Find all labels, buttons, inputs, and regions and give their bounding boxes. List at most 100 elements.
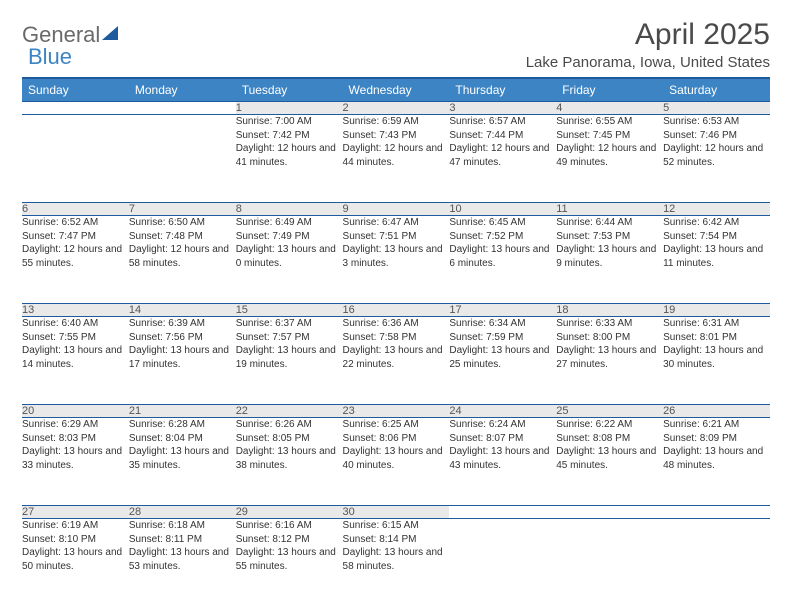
- day-cell: Sunrise: 6:37 AMSunset: 7:57 PMDaylight:…: [236, 317, 343, 405]
- day-number: 15: [236, 304, 343, 317]
- day-number: 8: [236, 203, 343, 216]
- day-cell: Sunrise: 6:25 AMSunset: 8:06 PMDaylight:…: [343, 418, 450, 506]
- day-cell: Sunrise: 6:34 AMSunset: 7:59 PMDaylight:…: [449, 317, 556, 405]
- sunset-text: Sunset: 8:05 PM: [236, 432, 343, 446]
- daylight-text: Daylight: 13 hours and 45 minutes.: [556, 445, 663, 472]
- day-cell: Sunrise: 6:29 AMSunset: 8:03 PMDaylight:…: [22, 418, 129, 506]
- daylight-text: Daylight: 13 hours and 33 minutes.: [22, 445, 129, 472]
- day-cell: Sunrise: 6:47 AMSunset: 7:51 PMDaylight:…: [343, 216, 450, 304]
- details-row: Sunrise: 7:00 AMSunset: 7:42 PMDaylight:…: [22, 115, 770, 203]
- day-cell: Sunrise: 6:42 AMSunset: 7:54 PMDaylight:…: [663, 216, 770, 304]
- day-header-row: Sunday Monday Tuesday Wednesday Thursday…: [22, 78, 770, 102]
- day-cell: Sunrise: 6:22 AMSunset: 8:08 PMDaylight:…: [556, 418, 663, 506]
- daylight-text: Daylight: 13 hours and 25 minutes.: [449, 344, 556, 371]
- daylight-text: Daylight: 12 hours and 49 minutes.: [556, 142, 663, 169]
- day-number: 26: [663, 405, 770, 418]
- day-number: 14: [129, 304, 236, 317]
- daylight-text: Daylight: 13 hours and 40 minutes.: [343, 445, 450, 472]
- sunset-text: Sunset: 7:58 PM: [343, 331, 450, 345]
- day-number: 21: [129, 405, 236, 418]
- day-header: Monday: [129, 78, 236, 102]
- sunset-text: Sunset: 8:06 PM: [343, 432, 450, 446]
- day-cell: Sunrise: 6:15 AMSunset: 8:14 PMDaylight:…: [343, 519, 450, 607]
- empty-cell: [556, 519, 663, 607]
- sunrise-text: Sunrise: 6:49 AM: [236, 216, 343, 230]
- daylight-text: Daylight: 13 hours and 11 minutes.: [663, 243, 770, 270]
- day-cell: Sunrise: 6:18 AMSunset: 8:11 PMDaylight:…: [129, 519, 236, 607]
- empty-cell: [129, 115, 236, 203]
- sunset-text: Sunset: 8:03 PM: [22, 432, 129, 446]
- day-number: 13: [22, 304, 129, 317]
- empty-cell: [449, 519, 556, 607]
- day-number: 5: [663, 102, 770, 115]
- day-number: 20: [22, 405, 129, 418]
- day-number: 16: [343, 304, 450, 317]
- sunrise-text: Sunrise: 6:24 AM: [449, 418, 556, 432]
- sunrise-text: Sunrise: 6:33 AM: [556, 317, 663, 331]
- daylight-text: Daylight: 12 hours and 44 minutes.: [343, 142, 450, 169]
- day-cell: Sunrise: 6:53 AMSunset: 7:46 PMDaylight:…: [663, 115, 770, 203]
- day-cell: Sunrise: 6:31 AMSunset: 8:01 PMDaylight:…: [663, 317, 770, 405]
- empty-cell: [556, 506, 663, 519]
- sunset-text: Sunset: 8:14 PM: [343, 533, 450, 547]
- sunrise-text: Sunrise: 6:28 AM: [129, 418, 236, 432]
- sunrise-text: Sunrise: 6:37 AM: [236, 317, 343, 331]
- sunset-text: Sunset: 7:44 PM: [449, 129, 556, 143]
- empty-cell: [663, 506, 770, 519]
- triangle-icon: [102, 26, 118, 40]
- daylight-text: Daylight: 13 hours and 50 minutes.: [22, 546, 129, 573]
- daylight-text: Daylight: 13 hours and 9 minutes.: [556, 243, 663, 270]
- daylight-text: Daylight: 13 hours and 43 minutes.: [449, 445, 556, 472]
- day-number: 12: [663, 203, 770, 216]
- day-cell: Sunrise: 6:57 AMSunset: 7:44 PMDaylight:…: [449, 115, 556, 203]
- sunrise-text: Sunrise: 6:59 AM: [343, 115, 450, 129]
- day-cell: Sunrise: 6:52 AMSunset: 7:47 PMDaylight:…: [22, 216, 129, 304]
- empty-cell: [22, 115, 129, 203]
- day-number: 24: [449, 405, 556, 418]
- daylight-text: Daylight: 13 hours and 0 minutes.: [236, 243, 343, 270]
- day-cell: Sunrise: 6:19 AMSunset: 8:10 PMDaylight:…: [22, 519, 129, 607]
- day-number: 22: [236, 405, 343, 418]
- sunrise-text: Sunrise: 6:53 AM: [663, 115, 770, 129]
- sunrise-text: Sunrise: 6:45 AM: [449, 216, 556, 230]
- daynum-row: 20212223242526: [22, 405, 770, 418]
- sunset-text: Sunset: 8:00 PM: [556, 331, 663, 345]
- sunrise-text: Sunrise: 6:29 AM: [22, 418, 129, 432]
- day-number: 9: [343, 203, 450, 216]
- daylight-text: Daylight: 13 hours and 27 minutes.: [556, 344, 663, 371]
- daylight-text: Daylight: 13 hours and 3 minutes.: [343, 243, 450, 270]
- daylight-text: Daylight: 12 hours and 41 minutes.: [236, 142, 343, 169]
- sunrise-text: Sunrise: 6:55 AM: [556, 115, 663, 129]
- sunrise-text: Sunrise: 6:26 AM: [236, 418, 343, 432]
- details-row: Sunrise: 6:29 AMSunset: 8:03 PMDaylight:…: [22, 418, 770, 506]
- day-header: Friday: [556, 78, 663, 102]
- sunset-text: Sunset: 7:48 PM: [129, 230, 236, 244]
- sunrise-text: Sunrise: 6:22 AM: [556, 418, 663, 432]
- day-number: 11: [556, 203, 663, 216]
- sunrise-text: Sunrise: 6:42 AM: [663, 216, 770, 230]
- daylight-text: Daylight: 12 hours and 47 minutes.: [449, 142, 556, 169]
- sunset-text: Sunset: 7:52 PM: [449, 230, 556, 244]
- daylight-text: Daylight: 13 hours and 55 minutes.: [236, 546, 343, 573]
- day-cell: Sunrise: 6:55 AMSunset: 7:45 PMDaylight:…: [556, 115, 663, 203]
- sunset-text: Sunset: 8:04 PM: [129, 432, 236, 446]
- location-text: Lake Panorama, Iowa, United States: [526, 54, 770, 71]
- daylight-text: Daylight: 13 hours and 6 minutes.: [449, 243, 556, 270]
- day-cell: Sunrise: 6:28 AMSunset: 8:04 PMDaylight:…: [129, 418, 236, 506]
- daylight-text: Daylight: 13 hours and 58 minutes.: [343, 546, 450, 573]
- sunset-text: Sunset: 8:09 PM: [663, 432, 770, 446]
- empty-cell: [22, 102, 129, 115]
- sunrise-text: Sunrise: 6:18 AM: [129, 519, 236, 533]
- sunrise-text: Sunrise: 6:15 AM: [343, 519, 450, 533]
- sunrise-text: Sunrise: 6:21 AM: [663, 418, 770, 432]
- day-cell: Sunrise: 6:59 AMSunset: 7:43 PMDaylight:…: [343, 115, 450, 203]
- day-cell: Sunrise: 6:49 AMSunset: 7:49 PMDaylight:…: [236, 216, 343, 304]
- sunset-text: Sunset: 8:12 PM: [236, 533, 343, 547]
- sunrise-text: Sunrise: 6:19 AM: [22, 519, 129, 533]
- day-cell: Sunrise: 6:39 AMSunset: 7:56 PMDaylight:…: [129, 317, 236, 405]
- day-header: Thursday: [449, 78, 556, 102]
- day-header: Tuesday: [236, 78, 343, 102]
- calendar-table: Sunday Monday Tuesday Wednesday Thursday…: [22, 77, 770, 607]
- sunrise-text: Sunrise: 6:39 AM: [129, 317, 236, 331]
- day-number: 25: [556, 405, 663, 418]
